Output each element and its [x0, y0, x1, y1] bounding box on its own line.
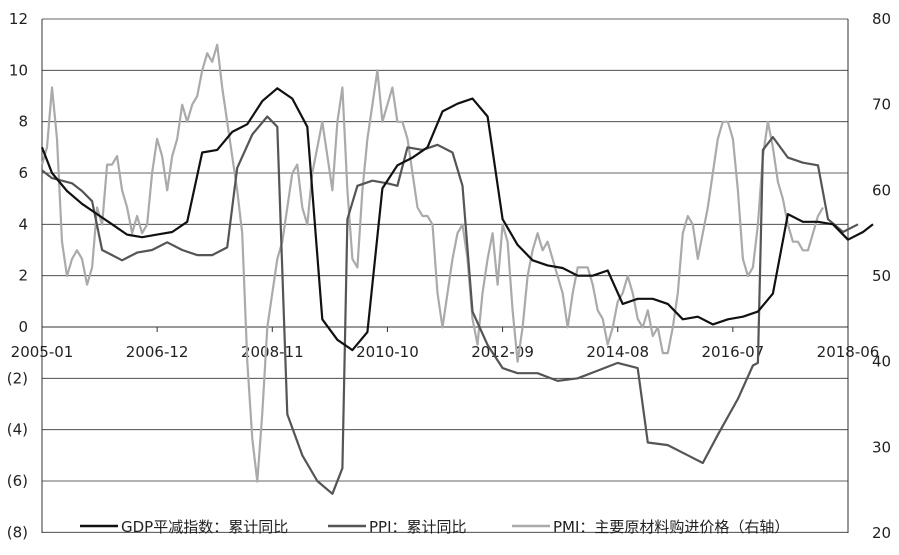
right-tick-label: 70 — [872, 96, 891, 114]
legend: GDP平减指数：累计同比 PPI：累计同比 PMI：主要原材料购进价格（右轴） — [80, 518, 789, 536]
series-ppi-line — [41, 115, 859, 495]
legend-label-ppi: PPI：累计同比 — [369, 518, 467, 536]
right-tick-label: 30 — [872, 438, 891, 456]
left-tick-label: 8 — [18, 113, 28, 131]
x-tick-label: 2005-01 — [11, 343, 74, 361]
axes — [41, 19, 849, 533]
left-tick-label: 2 — [18, 267, 28, 285]
x-tick-label: 2010-10 — [356, 343, 419, 361]
right-tick-label: 80 — [872, 10, 891, 28]
right-tick-label: 20 — [872, 524, 891, 542]
left-tick-label: 4 — [18, 215, 28, 233]
legend-label-pmi: PMI：主要原材料购进价格（右轴） — [553, 518, 789, 536]
x-tick-label: 2014-08 — [586, 343, 649, 361]
left-axis-ticks: 12 10 8 6 4 2 0 (2) (4) (6) (8) — [7, 10, 28, 541]
right-tick-label: 60 — [872, 181, 891, 199]
left-tick-label: 12 — [9, 10, 28, 28]
x-axis-ticks: 2005-01 2006-12 2008-11 2010-10 2012-09 2014-… — [11, 327, 880, 361]
right-tick-label: 50 — [872, 267, 891, 285]
x-tick-label: 2012-09 — [471, 343, 534, 361]
series-gdp-line — [40, 87, 874, 352]
left-tick-label: (4) — [7, 421, 28, 439]
left-tick-label: 6 — [18, 164, 28, 182]
x-tick-label: 2018-06 — [817, 343, 880, 361]
right-axis-ticks: 80 70 60 50 40 30 20 — [872, 10, 891, 542]
series-lines — [40, 43, 874, 495]
x-tick-label: 2008-11 — [241, 343, 304, 361]
left-tick-label: (6) — [7, 472, 28, 490]
gridlines — [42, 18, 848, 533]
left-tick-label: (8) — [7, 523, 28, 541]
right-tick-label: 40 — [872, 353, 891, 371]
left-tick-label: 10 — [9, 61, 28, 79]
x-tick-label: 2016-07 — [702, 343, 765, 361]
left-tick-label: (2) — [7, 369, 28, 387]
left-tick-label: 0 — [18, 318, 28, 336]
x-tick-label: 2006-12 — [126, 343, 189, 361]
series-pmi-line — [40, 43, 824, 483]
legend-label-gdp: GDP平减指数：累计同比 — [121, 518, 288, 536]
